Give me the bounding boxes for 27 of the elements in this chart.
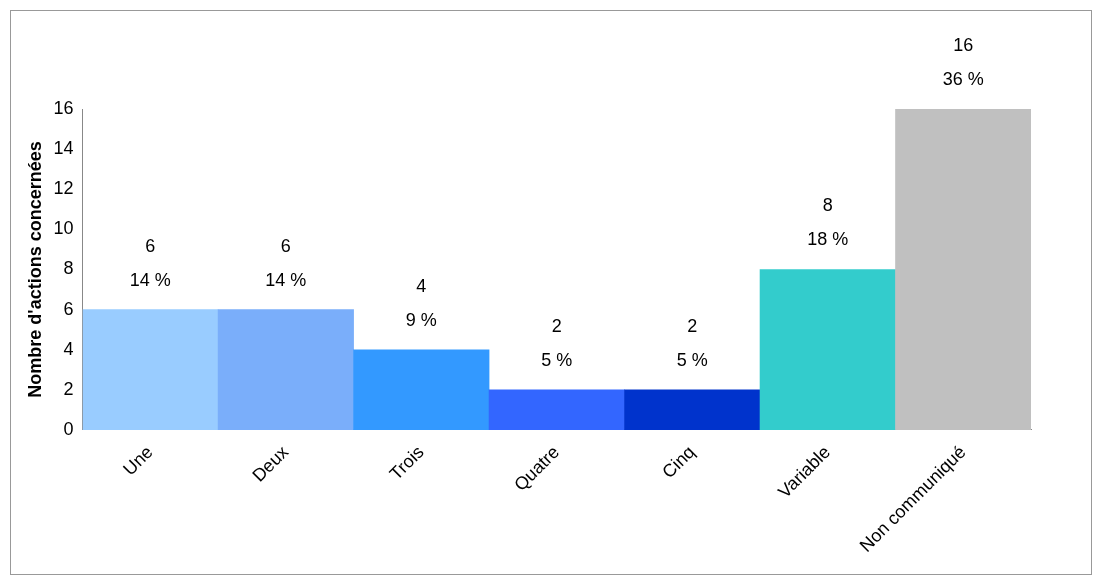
y-tick-label: 10	[53, 218, 74, 239]
bar	[488, 389, 625, 430]
y-axis-title: Nombre d'actions concernées	[24, 141, 45, 398]
bar	[624, 389, 761, 430]
y-tick-label: 6	[63, 298, 74, 319]
x-tick-label: Une	[119, 441, 157, 480]
y-tick-label: 0	[63, 418, 74, 439]
data-label: 16 36 %	[942, 35, 984, 89]
data-label: 8 18 %	[807, 195, 849, 250]
x-tick-label: Cinq	[658, 441, 699, 483]
y-tick-label: 8	[63, 258, 74, 279]
bar	[759, 269, 896, 430]
bar	[82, 309, 219, 430]
data-label: 6 14 %	[129, 235, 171, 290]
y-tick-label: 2	[63, 378, 74, 399]
y-tick-label: 4	[63, 338, 74, 359]
y-tick-label: 12	[53, 178, 74, 199]
bar	[353, 349, 490, 430]
data-label: 4 9 %	[405, 275, 437, 330]
data-label: 2 5 %	[676, 315, 708, 370]
y-tick-label: 16	[53, 97, 74, 118]
data-label: 6 14 %	[265, 235, 307, 290]
x-tick-label: Trois	[385, 441, 428, 484]
y-tick-label: 14	[53, 138, 74, 159]
bar	[895, 109, 1031, 430]
bar	[217, 309, 354, 430]
data-label: 2 5 %	[541, 315, 573, 370]
